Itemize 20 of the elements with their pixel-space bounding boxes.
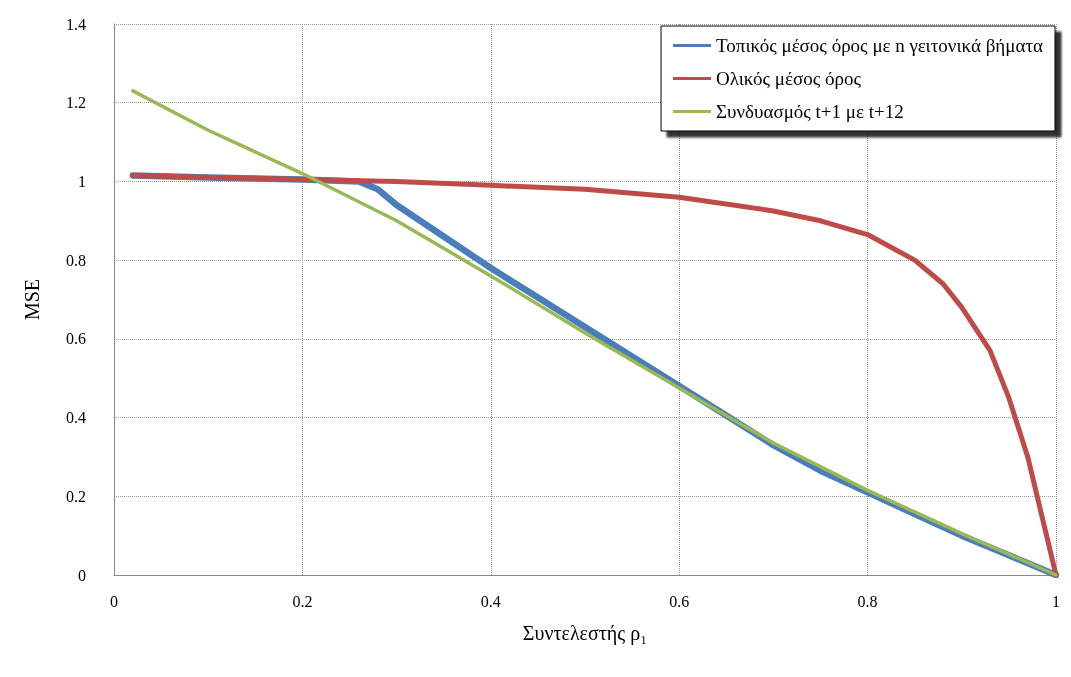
- x-axis-title: Συντελεστής ρ₁: [522, 622, 648, 645]
- x-tick-label: 1: [1052, 592, 1060, 610]
- legend-label: Ολικός μέσος όρος: [716, 68, 862, 89]
- legend-label: Συνδυασμός t+1 με t+12: [716, 101, 904, 122]
- legend-label: Τοπικός μέσος όρος με n γειτονικά βήματα: [716, 35, 1044, 56]
- y-tick-label: 1.4: [66, 15, 86, 33]
- y-tick-label: 0.2: [66, 487, 86, 505]
- x-tick-label: 0: [110, 592, 118, 610]
- y-tick-label: 0.8: [66, 251, 86, 269]
- y-tick-label: 1: [78, 172, 86, 190]
- x-tick-label: 0.2: [292, 592, 313, 610]
- line-series: [131, 89, 1058, 577]
- y-tick-label: 1.2: [66, 94, 86, 112]
- y-tick-label: 0.4: [66, 409, 86, 427]
- x-tick-label: 0.6: [669, 592, 690, 610]
- y-axis-title: MSE: [21, 278, 43, 321]
- y-tick-label: 0: [78, 566, 86, 584]
- x-tick-label: 0.4: [480, 592, 501, 610]
- x-tick-label: 0.8: [857, 592, 878, 610]
- y-tick-label: 0.6: [66, 330, 86, 348]
